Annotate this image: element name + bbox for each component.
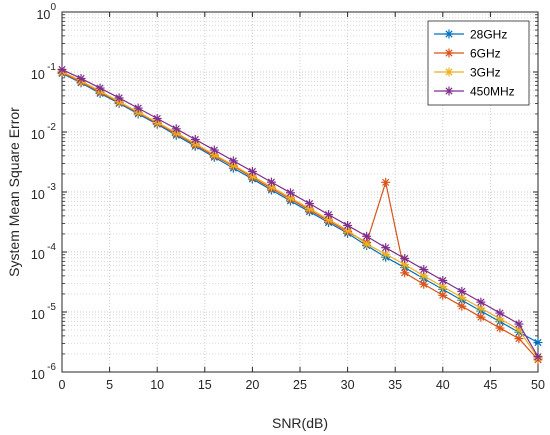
legend-label: 28GHz	[470, 28, 507, 42]
data-point	[514, 334, 524, 344]
y-tick-label: -510	[31, 302, 57, 322]
data-point	[209, 145, 219, 155]
data-point	[533, 352, 543, 362]
x-tick-label: 40	[436, 378, 450, 392]
y-tick-base: 10	[36, 8, 50, 22]
legend-marker	[444, 29, 454, 39]
data-point	[362, 231, 372, 241]
y-tick-exponent: -3	[47, 182, 56, 193]
y-axis-label: System Mean Square Error	[6, 107, 22, 277]
data-point	[305, 199, 315, 209]
legend-item: 6GHz	[434, 47, 501, 61]
series-layer	[57, 65, 543, 365]
data-point	[400, 253, 410, 263]
data-point	[514, 319, 524, 329]
legend-label: 6GHz	[470, 47, 501, 61]
y-tick-label: -410	[31, 242, 57, 262]
y-tick-base: 10	[31, 368, 45, 382]
y-tick-base: 10	[31, 308, 45, 322]
data-point	[533, 338, 543, 348]
x-tick-label: 30	[341, 378, 355, 392]
data-point	[171, 124, 181, 134]
data-point	[76, 73, 86, 83]
legend-marker	[444, 86, 454, 96]
data-point	[190, 134, 200, 144]
y-tick-exponent: -2	[47, 122, 56, 133]
data-point	[476, 297, 486, 307]
data-point	[495, 308, 505, 318]
legend-item: 28GHz	[434, 28, 507, 42]
y-tick-exponent: -4	[47, 242, 56, 253]
legend-marker	[444, 67, 454, 77]
y-tick-base: 10	[31, 128, 45, 142]
y-tick-labels: 010-110-210-310-410-510-610	[31, 2, 57, 382]
data-point	[247, 166, 257, 176]
y-tick-exponent: -1	[47, 62, 56, 73]
legend-item: 450MHz	[434, 85, 515, 99]
x-tick-label: 35	[388, 378, 402, 392]
data-point	[57, 65, 67, 75]
data-point	[419, 279, 429, 289]
x-tick-label: 50	[531, 378, 545, 392]
data-point	[95, 83, 105, 93]
legend-label: 3GHz	[470, 66, 501, 80]
data-point	[114, 93, 124, 103]
data-point	[438, 290, 448, 300]
data-point	[381, 177, 391, 187]
data-point	[343, 220, 353, 230]
tick-marks	[61, 11, 539, 373]
x-tick-label: 0	[59, 378, 66, 392]
data-point	[457, 286, 467, 296]
data-point	[419, 265, 429, 275]
data-point	[438, 275, 448, 285]
y-tick-label: -310	[31, 182, 57, 202]
data-point	[495, 323, 505, 333]
data-point	[285, 188, 295, 198]
x-tick-label: 10	[150, 378, 164, 392]
y-tick-label: -110	[31, 62, 57, 82]
legend-marker	[444, 48, 454, 58]
series-line	[61, 68, 539, 357]
data-point	[133, 103, 143, 113]
y-tick-label: 010	[36, 2, 56, 22]
data-point	[152, 113, 162, 123]
legend-label: 450MHz	[470, 85, 515, 99]
y-tick-base: 10	[31, 248, 45, 262]
x-tick-label: 15	[198, 378, 212, 392]
y-tick-exponent: 0	[50, 2, 56, 13]
x-tick-label: 5	[106, 378, 113, 392]
data-point	[362, 239, 372, 249]
y-tick-label: -210	[31, 122, 57, 142]
data-point	[266, 177, 276, 187]
y-tick-base: 10	[31, 68, 45, 82]
x-axis-label: SNR(dB)	[272, 415, 328, 431]
data-point	[381, 249, 391, 259]
data-point	[400, 268, 410, 278]
y-tick-exponent: -6	[47, 362, 56, 373]
data-point	[381, 243, 391, 253]
x-tick-label: 45	[483, 378, 497, 392]
x-tick-label: 25	[293, 378, 307, 392]
data-point	[438, 282, 448, 292]
x-tick-label: 20	[245, 378, 259, 392]
series-450MHz	[57, 65, 543, 362]
legend: 28GHz 6GHz 3GHz 450MHz	[427, 20, 530, 106]
y-tick-label: -610	[31, 362, 57, 382]
data-point	[476, 312, 486, 322]
series-line	[61, 70, 539, 359]
data-point	[457, 301, 467, 311]
y-tick-exponent: -5	[47, 302, 56, 313]
data-point	[324, 210, 334, 220]
data-point	[228, 156, 238, 166]
y-tick-base: 10	[31, 188, 45, 202]
x-tick-labels: 0 5 10 15 20 25 30 35 40 45 50	[59, 378, 545, 392]
legend-item: 3GHz	[434, 66, 501, 80]
